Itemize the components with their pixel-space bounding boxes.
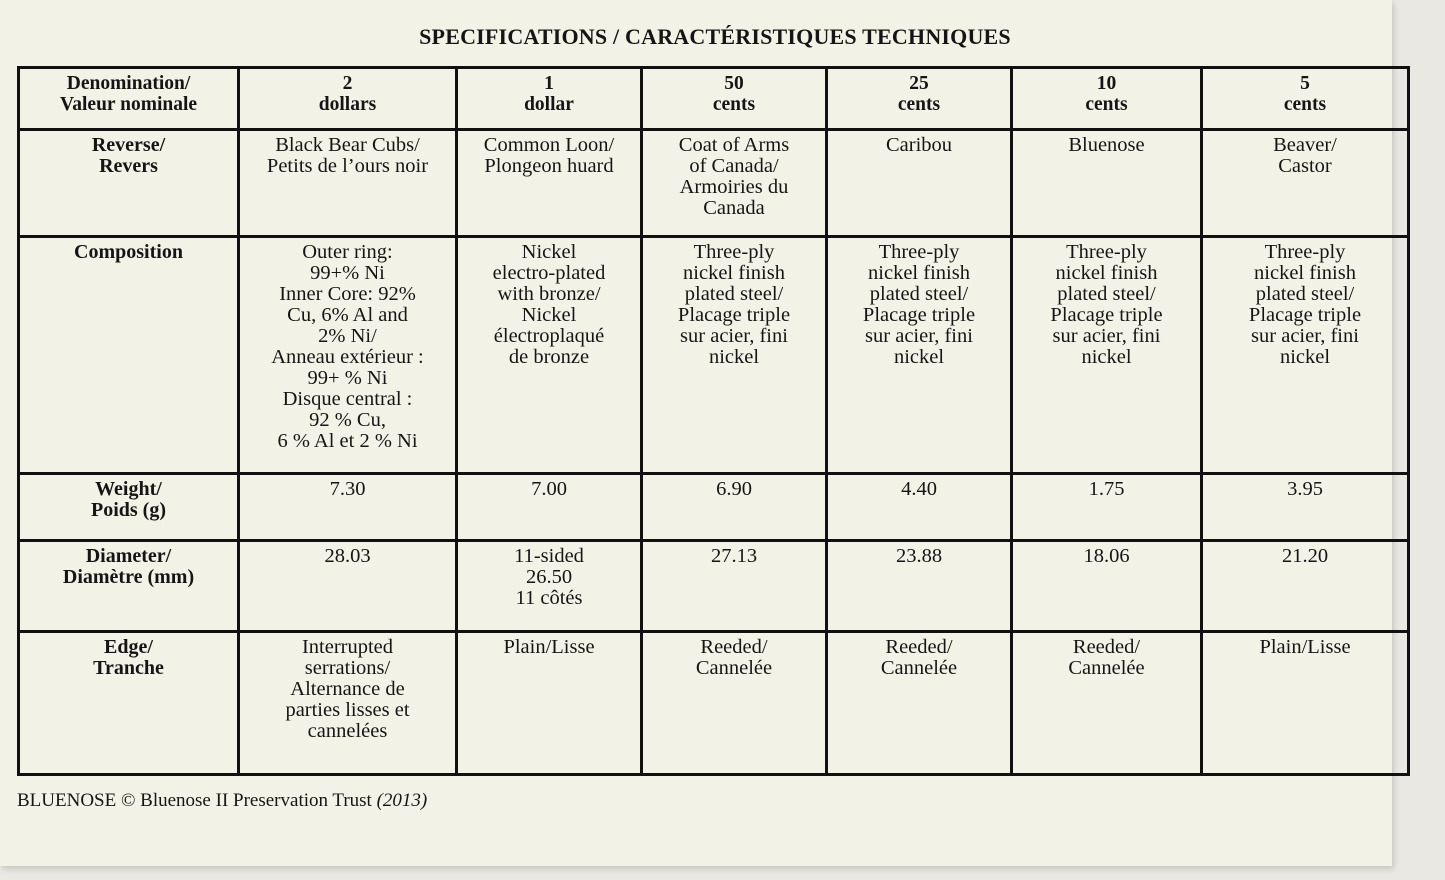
table-cell: Three-ply nickel finish plated steel/ Pl…: [825, 234, 1013, 475]
column-header-10-cents: 10 cents: [1010, 65, 1203, 132]
row-label-edge: Edge/ Tranche: [17, 630, 240, 776]
table-cell: 27.13: [640, 538, 828, 634]
table-header-row: Denomination/ Valeur nominale 2 dollars …: [17, 65, 1410, 132]
row-label-composition: Composition: [17, 234, 240, 475]
table-cell: 7.30: [237, 471, 458, 542]
table-row-weight: Weight/ Poids (g) 7.30 7.00 6.90 4.40 1.…: [17, 471, 1410, 542]
table-cell: Beaver/ Castor: [1200, 128, 1410, 238]
table-cell: Reeded/ Cannelée: [825, 630, 1013, 776]
table-row-edge: Edge/ Tranche Interrupted serrations/ Al…: [17, 630, 1410, 776]
table-cell: Nickel electro-plated with bronze/ Nicke…: [455, 234, 643, 475]
table-cell: Three-ply nickel finish plated steel/ Pl…: [1010, 234, 1203, 475]
table-cell: Common Loon/ Plongeon huard: [455, 128, 643, 238]
table-cell: 1.75: [1010, 471, 1203, 542]
copyright-year: (2013): [376, 790, 428, 811]
table-cell: 4.40: [825, 471, 1013, 542]
table-cell: 11-sided 26.50 11 côtés: [455, 538, 643, 634]
table-cell: Caribou: [825, 128, 1013, 238]
table-cell: 23.88: [825, 538, 1013, 634]
table-cell: 28.03: [237, 538, 458, 634]
column-header-5-cents: 5 cents: [1200, 65, 1410, 132]
page-title: SPECIFICATIONS / CARACTÉRISTIQUES TECHNI…: [419, 24, 1011, 49]
row-label-reverse: Reverse/ Revers: [17, 128, 240, 238]
table-cell: Three-ply nickel finish plated steel/ Pl…: [640, 234, 828, 475]
table-cell: Plain/Lisse: [1200, 630, 1410, 776]
table-cell: Coat of Arms of Canada/ Armoiries du Can…: [640, 128, 828, 238]
table-row-reverse: Reverse/ Revers Black Bear Cubs/ Petits …: [17, 128, 1410, 238]
table-cell: Interrupted serrations/ Alternance de pa…: [237, 630, 458, 776]
table-cell: 6.90: [640, 471, 828, 542]
table-cell: Bluenose: [1010, 128, 1203, 238]
denomination-header: Denomination/ Valeur nominale: [17, 65, 240, 132]
table-cell: Reeded/ Cannelée: [640, 630, 828, 776]
table-cell: Reeded/ Cannelée: [1010, 630, 1203, 776]
table-cell: Outer ring: 99+% Ni Inner Core: 92% Cu, …: [237, 234, 458, 475]
specifications-table: Denomination/ Valeur nominale 2 dollars …: [17, 65, 1410, 776]
row-label-weight: Weight/ Poids (g): [17, 471, 240, 542]
table-row-composition: Composition Outer ring: 99+% Ni Inner Co…: [17, 234, 1410, 475]
table-cell: 21.20: [1200, 538, 1410, 634]
table-cell: Black Bear Cubs/ Petits de l’ours noir: [237, 128, 458, 238]
table-cell: 3.95: [1200, 471, 1410, 542]
copyright-footer: BLUENOSE © Bluenose II Preservation Trus…: [17, 790, 427, 812]
table-row-diameter: Diameter/ Diamètre (mm) 28.03 11-sided 2…: [17, 538, 1410, 634]
copyright-text: BLUENOSE © Bluenose II Preservation Trus…: [17, 790, 372, 811]
table-cell: 18.06: [1010, 538, 1203, 634]
column-header-25-cents: 25 cents: [825, 65, 1013, 132]
column-header-1-dollar: 1 dollar: [455, 65, 643, 132]
table-cell: Three-ply nickel finish plated steel/ Pl…: [1200, 234, 1410, 475]
column-header-2-dollars: 2 dollars: [237, 65, 458, 132]
row-label-diameter: Diameter/ Diamètre (mm): [17, 538, 240, 634]
table-cell: Plain/Lisse: [455, 630, 643, 776]
column-header-50-cents: 50 cents: [640, 65, 828, 132]
table-cell: 7.00: [455, 471, 643, 542]
